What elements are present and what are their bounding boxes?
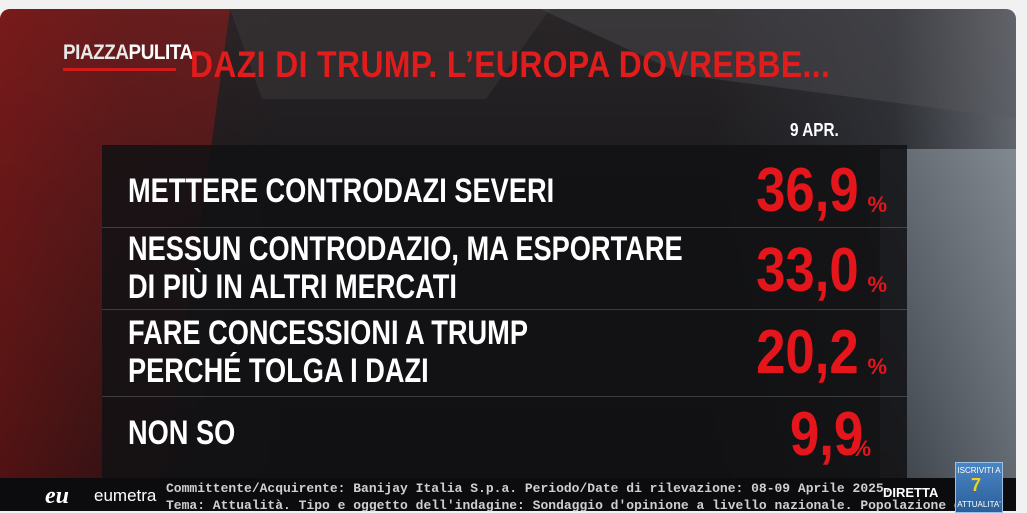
logo-part1: PIAZZA — [63, 41, 129, 64]
row-value: 9,9 — [789, 400, 863, 469]
footer-credits-line2: Tema: Attualità. Tipo e oggetto dell'ind… — [166, 498, 970, 513]
row-value: 36,9 — [756, 156, 859, 225]
badge-bottom-text: ATTUALITA' — [957, 500, 1001, 509]
row-label-line1: FARE CONCESSIONI A TRUMP — [128, 314, 528, 352]
la7-icon: 7 — [971, 475, 982, 495]
date-header: 9 APR. — [790, 120, 839, 140]
row-unit: % — [867, 272, 887, 297]
row-value: 20,2 — [756, 318, 859, 387]
row-divider — [102, 309, 907, 310]
result-row: NON SO 9,9 % — [102, 400, 907, 470]
result-row: FARE CONCESSIONI A TRUMP PERCHÉ TOLGA I … — [102, 312, 907, 390]
row-unit: % — [867, 192, 887, 217]
row-divider — [102, 396, 907, 397]
logo-part2: PULITA — [128, 41, 194, 64]
result-row: NESSUN CONTRODAZIO, MA ESPORTARE DI PIÙ … — [102, 230, 907, 308]
results-panel — [102, 145, 907, 478]
graphic-title: DAZI DI TRUMP. L’EUROPA DOVREBBE... — [190, 44, 831, 85]
row-value: 33,0 — [756, 236, 859, 305]
row-label-line1: NESSUN CONTRODAZIO, MA ESPORTARE — [128, 230, 683, 268]
row-unit: % — [867, 354, 887, 379]
bg-dark-shape — [230, 9, 550, 99]
row-label: NON SO — [128, 414, 236, 452]
footer-bar — [0, 478, 1016, 511]
logo-underline — [63, 68, 176, 71]
result-row: METTERE CONTRODAZI SEVERI 36,9 % — [102, 156, 907, 225]
row-label-line2: PERCHÉ TOLGA I DAZI — [128, 352, 429, 390]
row-label-line2: DI PIÙ IN ALTRI MERCATI — [128, 268, 457, 306]
row-unit: % — [851, 436, 871, 461]
live-label: DIRETTA — [883, 485, 939, 500]
channel-subscribe-badge[interactable]: ISCRIVITI A 7 ATTUALITA' — [955, 462, 1003, 513]
eumetra-logo: eu — [45, 483, 69, 509]
row-divider — [102, 227, 907, 228]
eumetra-name: eumetra — [94, 486, 157, 505]
row-label: METTERE CONTRODAZI SEVERI — [128, 172, 555, 210]
show-logo: PIAZZAPULITA — [63, 41, 193, 65]
badge-top-text: ISCRIVITI A — [957, 466, 1001, 475]
footer-credits-line1: Committente/Acquirente: Banijay Italia S… — [166, 481, 892, 496]
